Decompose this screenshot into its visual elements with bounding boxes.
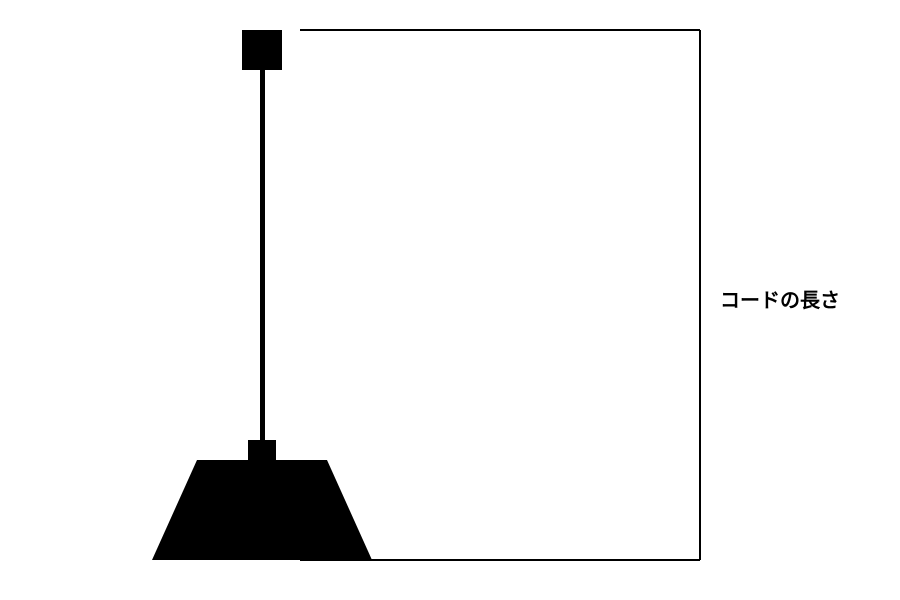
lamp-shade	[152, 460, 372, 560]
shade-connector	[248, 440, 276, 460]
lamp-cord	[260, 70, 265, 440]
dimension-label: コードの長さ	[720, 284, 840, 313]
ceiling-mount	[242, 30, 282, 70]
